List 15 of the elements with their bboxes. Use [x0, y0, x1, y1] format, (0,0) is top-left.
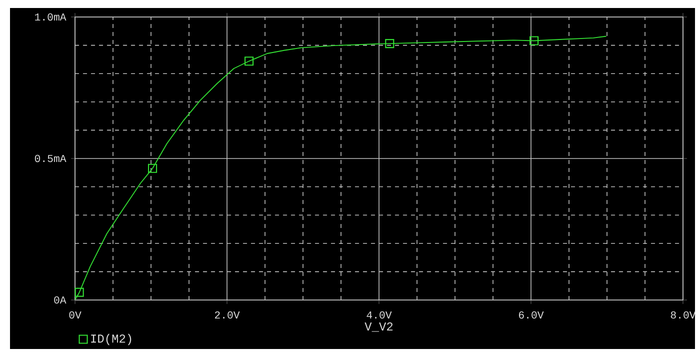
y-tick-label: 0.5mA	[34, 154, 66, 162]
x-tick-label: 4.0V	[366, 311, 392, 319]
point	[74, 288, 84, 297]
point	[244, 56, 254, 66]
point	[385, 39, 394, 48]
x-tick-label: 0V	[69, 311, 82, 319]
y-tick-label: 0A	[54, 296, 66, 304]
point	[148, 164, 158, 173]
legend-label: ID(M2)	[91, 334, 132, 346]
point	[530, 36, 539, 46]
y-tick-label: 1.0mA	[35, 13, 66, 21]
x-axis-title: V_V2	[364, 322, 393, 332]
x-tick-label: 6.0V	[518, 311, 544, 319]
line-series	[75, 36, 607, 300]
x-tick-label: 2.0V	[214, 311, 240, 319]
